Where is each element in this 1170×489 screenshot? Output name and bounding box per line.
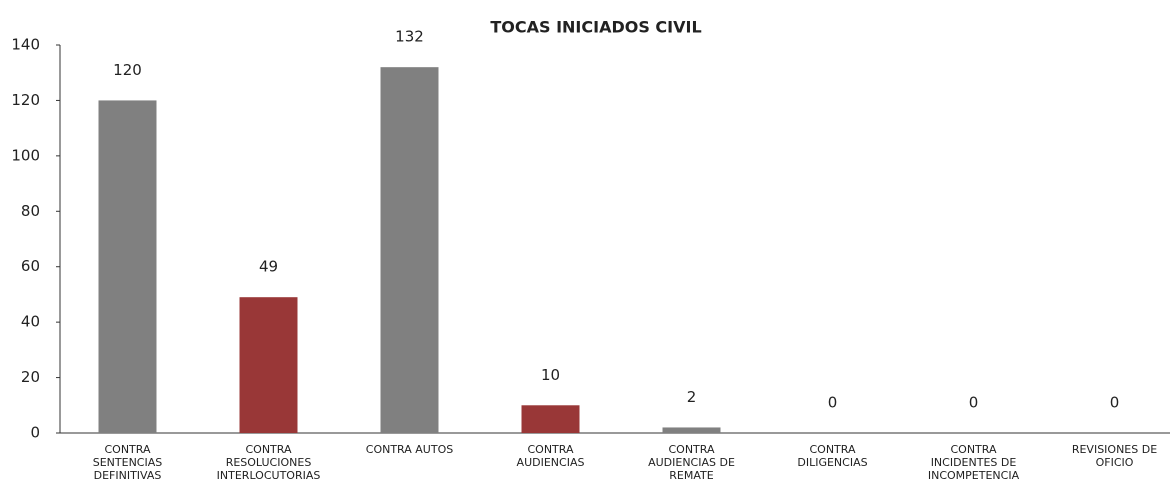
data-label: 2 xyxy=(687,388,697,406)
x-tick-label: CONTRA AUDIENCIAS xyxy=(516,443,585,469)
bar xyxy=(521,405,580,433)
data-label: 10 xyxy=(541,366,560,384)
data-label: 49 xyxy=(259,258,278,276)
data-label: 0 xyxy=(969,394,979,412)
x-tick-label: CONTRA SENTENCIAS DEFINITIVAS xyxy=(92,443,163,482)
chart-title: TOCAS INICIADOS CIVIL xyxy=(490,18,701,37)
x-tick-label: REVISIONES DE OFICIO xyxy=(1071,443,1158,469)
x-tick-label: CONTRA AUDIENCIAS DE REMATE xyxy=(648,443,735,482)
y-tick-label: 0 xyxy=(30,424,40,442)
x-tick-label: CONTRA RESOLUCIONES INTERLOCUTORIAS xyxy=(216,443,321,482)
data-label: 0 xyxy=(1110,394,1120,412)
y-tick-label: 120 xyxy=(11,91,40,109)
bar xyxy=(662,427,721,433)
y-tick-label: 140 xyxy=(11,36,40,54)
x-tick-label: CONTRA AUTOS xyxy=(365,443,454,456)
x-tick-label: CONTRA INCIDENTES DE INCOMPETENCIA xyxy=(927,443,1020,482)
data-label: 132 xyxy=(395,28,424,46)
y-tick-label: 80 xyxy=(21,202,40,220)
bar xyxy=(380,67,439,434)
y-tick-label: 20 xyxy=(21,368,40,386)
y-tick-label: 40 xyxy=(21,313,40,331)
y-tick-label: 60 xyxy=(21,257,40,275)
bar xyxy=(239,297,298,433)
y-tick-label: 100 xyxy=(11,146,40,164)
data-label: 0 xyxy=(828,394,838,412)
data-label: 120 xyxy=(113,61,142,79)
bar xyxy=(98,100,157,433)
x-tick-label: CONTRA DILIGENCIAS xyxy=(797,443,868,469)
